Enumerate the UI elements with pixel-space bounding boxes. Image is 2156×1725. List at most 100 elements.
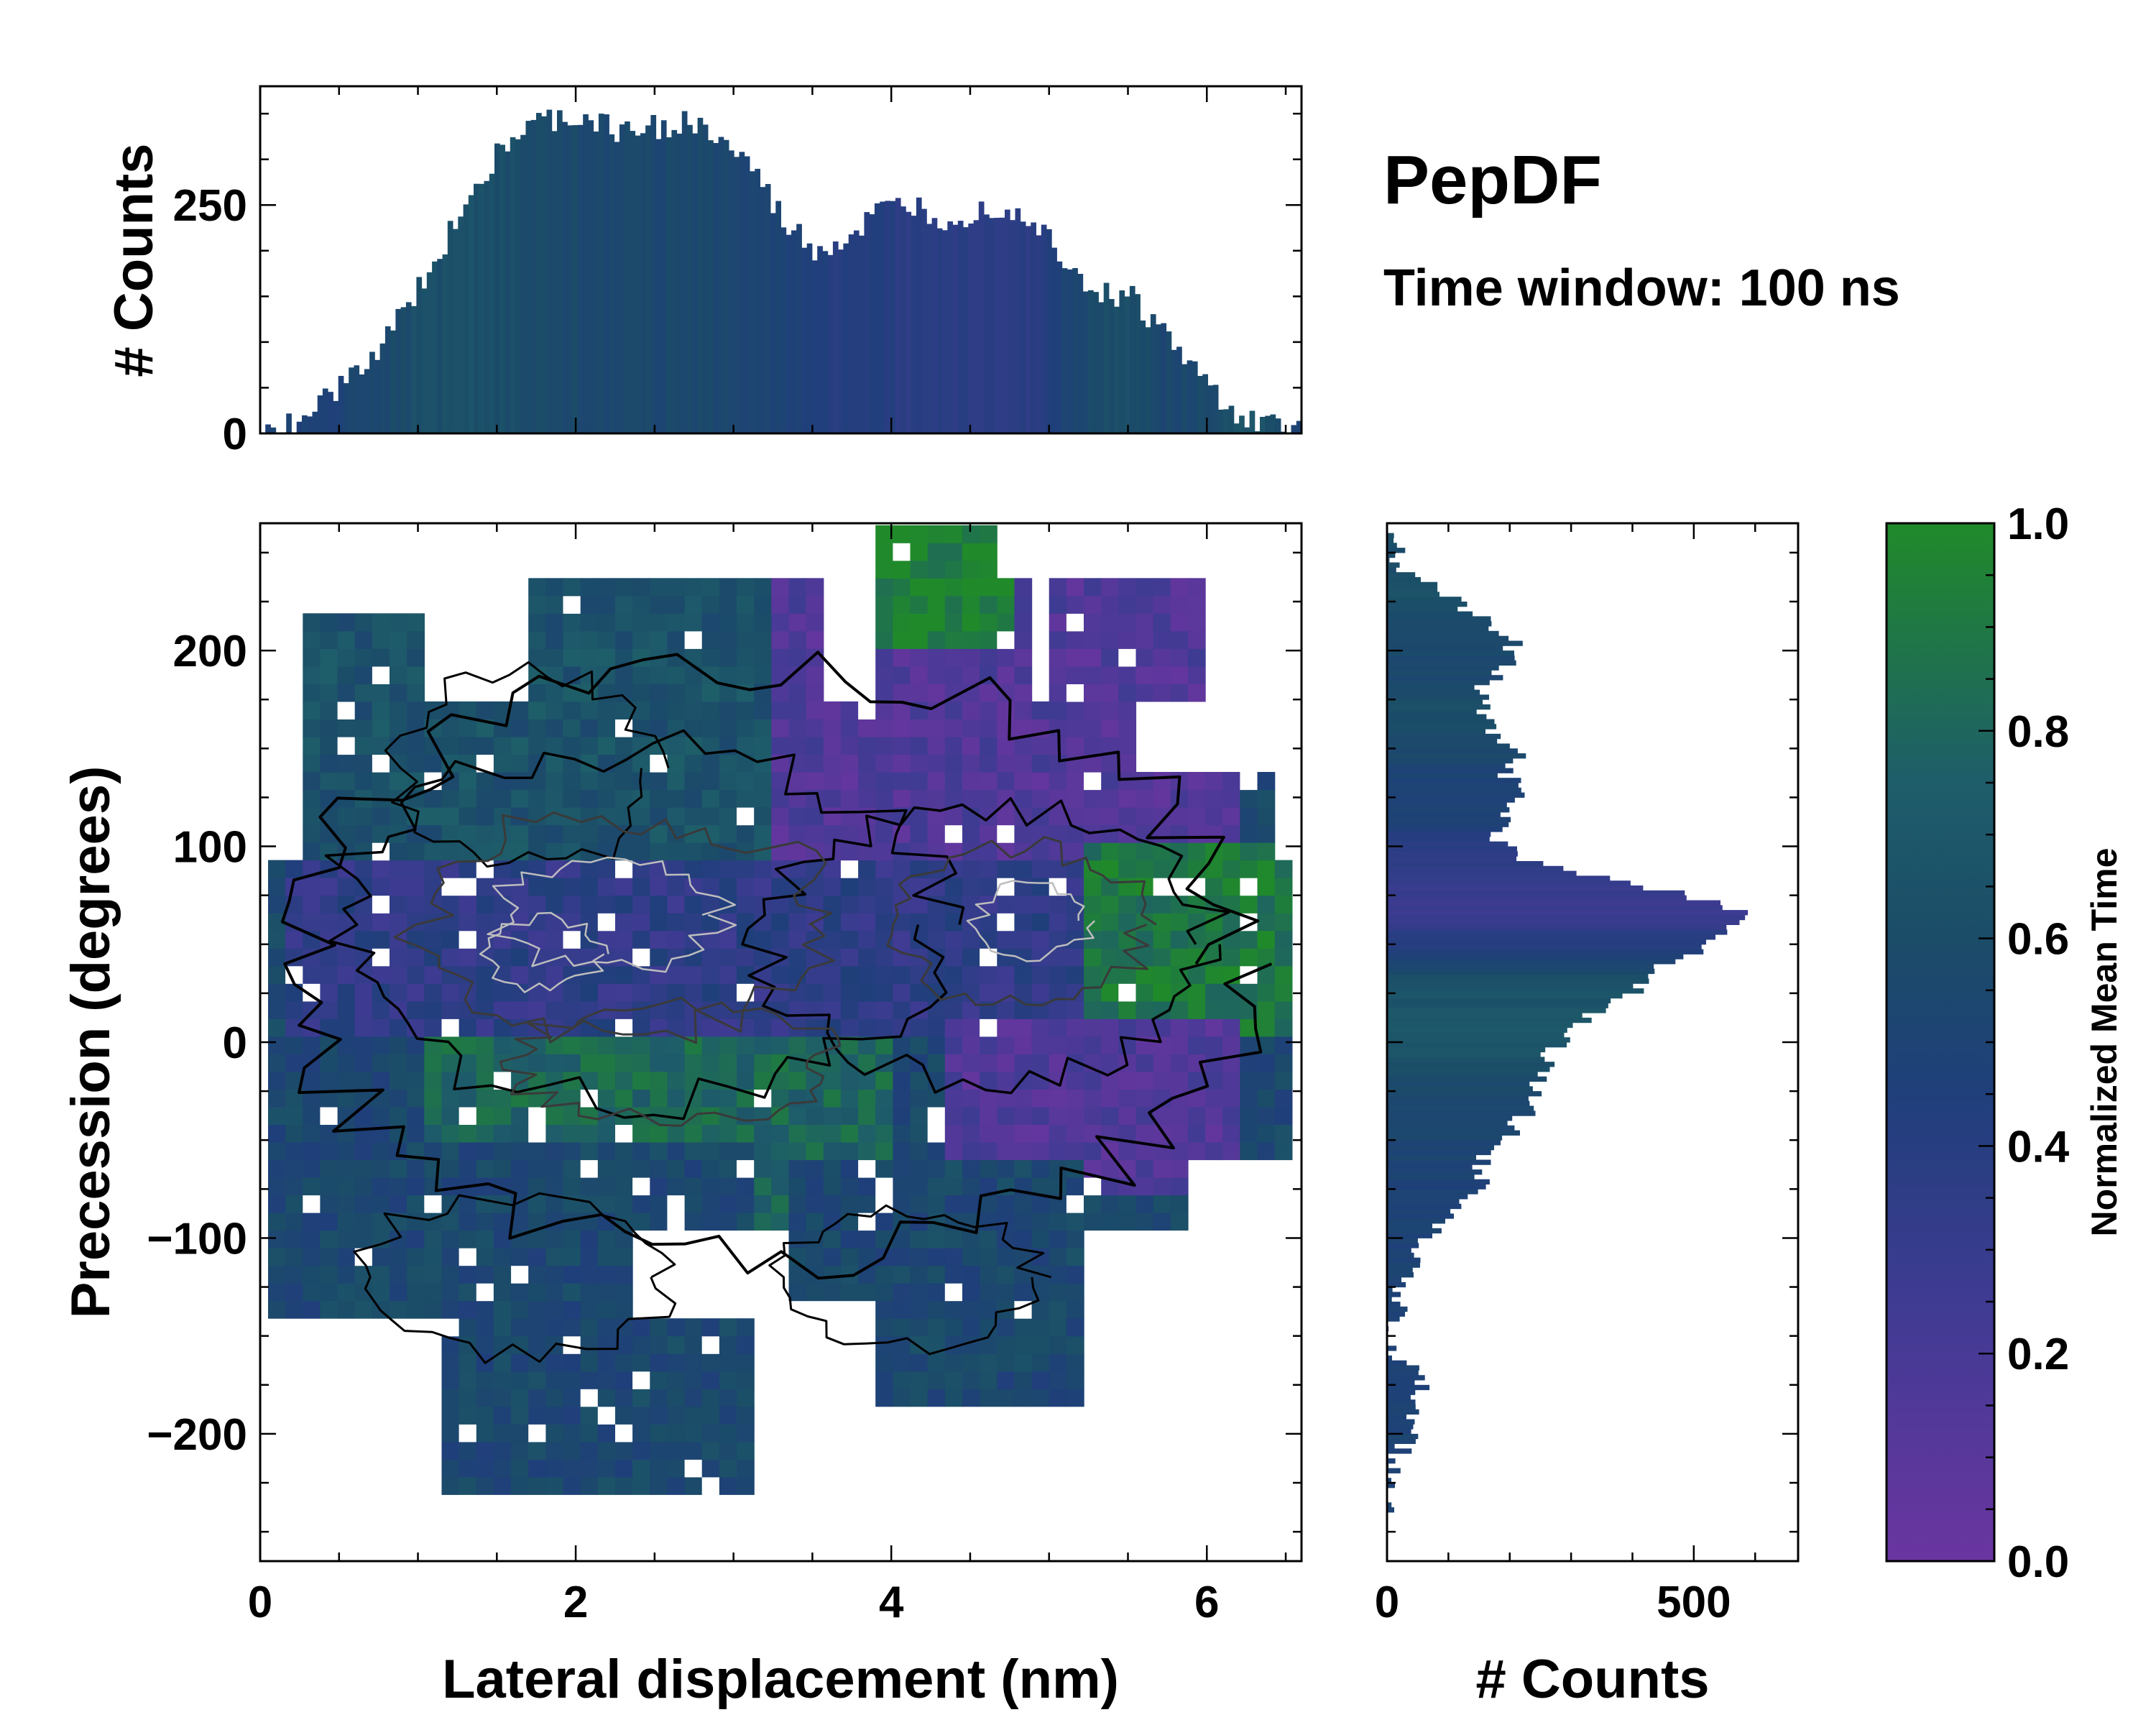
- heatmap-cell: [1257, 1089, 1276, 1108]
- heatmap-cell: [893, 948, 911, 967]
- heatmap-cell: [268, 1124, 286, 1143]
- heatmap-cell: [372, 648, 390, 667]
- heatmap-cell: [476, 1230, 494, 1248]
- heatmap-cell: [893, 1106, 911, 1125]
- heatmap-cell: [563, 983, 581, 1002]
- heatmap-cell: [424, 1230, 442, 1248]
- heatmap-cell: [944, 1195, 963, 1213]
- heatmap-cell: [1101, 789, 1119, 808]
- heatmap-cell: [476, 1335, 494, 1354]
- heatmap-cell: [910, 578, 929, 597]
- heatmap-cell: [545, 1459, 564, 1478]
- heatmap-cell: [1240, 1106, 1258, 1125]
- heatmap-cell: [771, 824, 789, 843]
- heatmap-cell: [303, 613, 321, 632]
- heatmap-cell: [927, 595, 946, 614]
- heatmap-cell: [528, 595, 546, 614]
- heatmap-cell: [719, 1195, 737, 1213]
- heatmap-cell: [701, 983, 720, 1002]
- heatmap-cell: [1031, 1335, 1050, 1354]
- heatmap-cell: [667, 701, 686, 719]
- heatmap-cell: [980, 1230, 998, 1248]
- heatmap-cell: [441, 1159, 460, 1178]
- y-marginal-bar: [1387, 822, 1509, 827]
- heatmap-cell: [615, 1177, 633, 1196]
- heatmap-xlabel: Lateral displacement (nm): [442, 1649, 1119, 1710]
- heatmap-cell: [441, 1441, 460, 1460]
- heatmap-cell: [667, 578, 686, 597]
- y-marginal-bar: [1387, 1116, 1513, 1121]
- heatmap-cell: [476, 1018, 494, 1037]
- y-marginal-bar: [1387, 1238, 1418, 1243]
- heatmap-cell: [650, 1124, 668, 1143]
- heatmap-cell: [719, 842, 737, 861]
- heatmap-cell: [788, 1283, 807, 1302]
- x-marginal-bar: [952, 224, 959, 433]
- heatmap-cell: [788, 701, 807, 719]
- x-marginal-bar: [421, 288, 428, 433]
- heatmap-cell: [1257, 789, 1276, 808]
- heatmap-cell: [597, 913, 616, 932]
- x-marginal-bar: [588, 120, 594, 433]
- x-marginal-bar: [770, 213, 776, 433]
- heatmap-cell: [528, 930, 546, 949]
- heatmap-cell: [390, 1300, 407, 1319]
- y-marginal-bar: [1387, 797, 1515, 803]
- heatmap-cell: [1084, 1071, 1102, 1090]
- heatmap-cell: [337, 613, 356, 632]
- heatmap-cell: [1205, 1036, 1223, 1054]
- heatmap-cell: [545, 1353, 564, 1372]
- heatmap-cell: [806, 719, 824, 737]
- heatmap-cell: [701, 1476, 720, 1495]
- heatmap-cell: [511, 1000, 529, 1019]
- heatmap-cell: [701, 595, 720, 614]
- heatmap-cell: [459, 860, 477, 878]
- heatmap-cell: [893, 1142, 911, 1161]
- colorbar-label: Normalized Mean Time: [2084, 848, 2124, 1237]
- x-marginal-bar: [384, 326, 391, 433]
- heatmap-cell: [337, 737, 356, 755]
- heatmap-cell: [858, 1283, 876, 1302]
- x-marginal-bar: [973, 220, 980, 433]
- heatmap-cell: [511, 701, 529, 719]
- heatmap-cell: [493, 1300, 512, 1319]
- heatmap-cell: [615, 1054, 633, 1072]
- heatmap-cell: [893, 525, 911, 543]
- y-marginal-bar: [1387, 630, 1499, 637]
- heatmap-cell: [459, 1318, 477, 1337]
- heatmap-cell: [407, 895, 425, 914]
- heatmap-cell: [1187, 578, 1206, 597]
- heatmap-cell: [910, 719, 929, 737]
- heatmap-cell: [684, 789, 703, 808]
- heatmap-cell: [997, 648, 1015, 667]
- heatmap-cell: [997, 1389, 1015, 1407]
- heatmap-ytick-label: 100: [173, 823, 247, 873]
- heatmap-cell: [927, 543, 946, 561]
- heatmap-cell: [545, 595, 564, 614]
- y-marginal-bar: [1387, 655, 1515, 661]
- heatmap-cell: [1118, 913, 1137, 932]
- heatmap-cell: [1031, 930, 1050, 949]
- heatmap-cell: [390, 1265, 407, 1284]
- heatmap-cell: [997, 965, 1015, 984]
- y-marginal-bar: [1387, 988, 1644, 994]
- x-marginal-bar: [270, 427, 277, 433]
- contour-line: [324, 729, 965, 1121]
- heatmap-cell: [944, 965, 963, 984]
- heatmap-cell: [875, 719, 893, 737]
- heatmap-cell: [980, 1018, 998, 1037]
- heatmap-cell: [667, 789, 686, 808]
- heatmap-cell: [615, 684, 633, 702]
- y-marginal-bar: [1387, 694, 1489, 700]
- heatmap-cell: [962, 543, 980, 561]
- heatmap-cell: [1066, 948, 1084, 967]
- y-marginal-bar: [1387, 581, 1438, 587]
- x-marginal-bar: [379, 343, 386, 433]
- x-marginal-bar: [416, 277, 423, 433]
- heatmap-cell: [910, 1248, 929, 1266]
- heatmap-cell: [563, 1000, 581, 1019]
- y-marginal-bar: [1387, 964, 1654, 970]
- heatmap-cell: [441, 1389, 460, 1407]
- heatmap-cell: [511, 1476, 529, 1495]
- heatmap-cell: [893, 578, 911, 597]
